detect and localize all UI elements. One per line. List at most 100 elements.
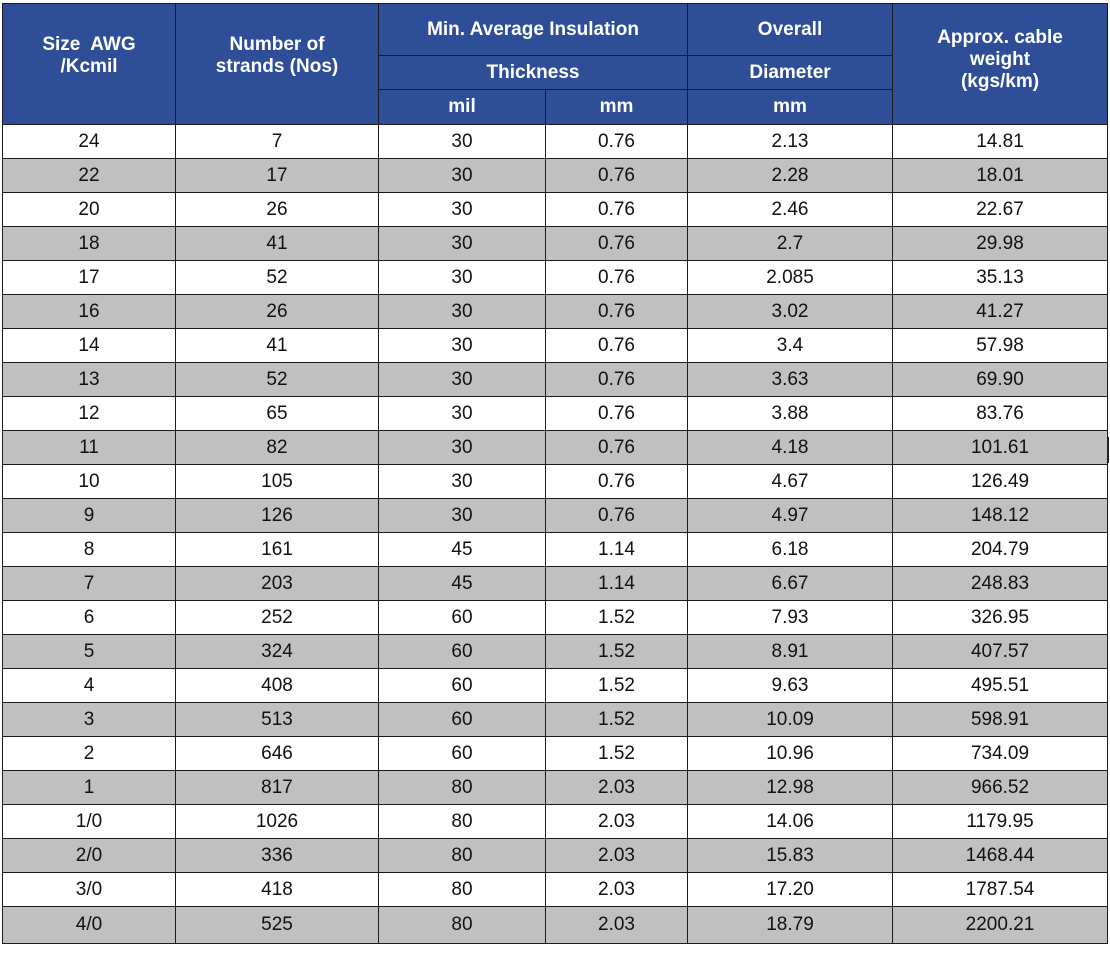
table-row: 20 26 30 0.76 2.46 22.67	[2, 192, 1109, 227]
cell-strands: 324	[175, 634, 379, 669]
table-row: 10 105 30 0.76 4.67 126.49	[2, 464, 1109, 499]
cell-weight: 148.12	[892, 498, 1109, 533]
table-row: 14 41 30 0.76 3.4 57.98	[2, 328, 1109, 363]
cell-size: 4	[2, 668, 176, 703]
table-row: 2/0 336 80 2.03 15.83 1468.44	[2, 838, 1109, 873]
cell-diameter: 2.13	[687, 124, 894, 159]
cell-thickness-mil: 60	[378, 634, 546, 669]
cell-strands: 126	[175, 498, 379, 533]
cell-thickness-mm: 2.03	[544, 804, 689, 839]
header-thickness: Thickness	[377, 55, 689, 90]
table-row: 5 324 60 1.52 8.91 407.57	[2, 634, 1109, 669]
cell-thickness-mm: 0.76	[544, 260, 689, 295]
header-size-line1: Size AWG	[42, 34, 136, 55]
cell-weight: 29.98	[892, 226, 1109, 261]
table-row: 1/0 1026 80 2.03 14.06 1179.95	[2, 804, 1109, 839]
cell-size: 17	[2, 260, 176, 295]
cell-thickness-mil: 30	[378, 294, 546, 329]
cell-thickness-mm: 0.76	[544, 192, 689, 227]
cell-diameter: 9.63	[687, 668, 894, 703]
cell-thickness-mil: 30	[378, 430, 546, 465]
window-edge-marker	[1107, 437, 1109, 463]
cell-weight: 22.67	[892, 192, 1109, 227]
cell-strands: 525	[175, 906, 379, 944]
cell-diameter: 17.20	[687, 872, 894, 907]
cell-thickness-mil: 80	[378, 838, 546, 873]
cell-weight: 101.61	[892, 430, 1109, 465]
table-row: 12 65 30 0.76 3.88 83.76	[2, 396, 1109, 431]
cell-size: 2/0	[2, 838, 176, 873]
cell-strands: 408	[175, 668, 379, 703]
cell-strands: 203	[175, 566, 379, 601]
cell-diameter: 8.91	[687, 634, 894, 669]
header-strands: Number of strands (Nos)	[175, 3, 379, 125]
cell-thickness-mm: 1.52	[544, 600, 689, 635]
header-diameter: Diameter	[687, 55, 894, 90]
cell-thickness-mil: 60	[378, 668, 546, 703]
cell-weight: 2200.21	[892, 906, 1109, 944]
cell-weight: 57.98	[892, 328, 1109, 363]
cell-strands: 513	[175, 702, 379, 737]
table-row: 3 513 60 1.52 10.09 598.91	[2, 702, 1109, 737]
header-diameter-unit: mm	[687, 89, 894, 125]
cell-thickness-mm: 0.76	[544, 226, 689, 261]
cell-strands: 7	[175, 124, 379, 159]
cell-weight: 204.79	[892, 532, 1109, 567]
cell-diameter: 3.63	[687, 362, 894, 397]
cell-strands: 82	[175, 430, 379, 465]
table-row: 17 52 30 0.76 2.085 35.13	[2, 260, 1109, 295]
header-size-line2: /Kcmil	[60, 56, 118, 77]
cell-weight: 126.49	[892, 464, 1109, 499]
cell-strands: 17	[175, 158, 379, 193]
cell-size: 18	[2, 226, 176, 261]
cell-thickness-mm: 2.03	[544, 838, 689, 873]
table-row: 9 126 30 0.76 4.97 148.12	[2, 498, 1109, 533]
cell-weight: 83.76	[892, 396, 1109, 431]
cell-diameter: 3.4	[687, 328, 894, 363]
table-row: 11 82 30 0.76 4.18 101.61	[2, 430, 1109, 465]
table-row: 16 26 30 0.76 3.02 41.27	[2, 294, 1109, 329]
cell-size: 20	[2, 192, 176, 227]
cell-thickness-mm: 1.14	[544, 566, 689, 601]
cell-strands: 52	[175, 362, 379, 397]
table-row: 7 203 45 1.14 6.67 248.83	[2, 566, 1109, 601]
cell-thickness-mm: 2.03	[544, 872, 689, 907]
cell-diameter: 2.085	[687, 260, 894, 295]
cell-thickness-mil: 30	[378, 124, 546, 159]
cell-thickness-mil: 60	[378, 702, 546, 737]
cell-size: 1/0	[2, 804, 176, 839]
cell-size: 16	[2, 294, 176, 329]
cell-weight: 1179.95	[892, 804, 1109, 839]
header-weight-line3: (kgs/km)	[960, 71, 1040, 92]
cell-size: 24	[2, 124, 176, 159]
cell-diameter: 2.7	[687, 226, 894, 261]
cell-thickness-mm: 1.52	[544, 736, 689, 771]
header-unit-mm: mm	[544, 89, 689, 125]
header-overall: Overall	[687, 3, 894, 56]
cell-thickness-mm: 0.76	[544, 124, 689, 159]
cell-strands: 161	[175, 532, 379, 567]
cell-weight: 1468.44	[892, 838, 1109, 873]
cell-size: 3/0	[2, 872, 176, 907]
cell-thickness-mm: 0.76	[544, 464, 689, 499]
cell-weight: 407.57	[892, 634, 1109, 669]
cell-thickness-mil: 30	[378, 464, 546, 499]
cell-thickness-mil: 80	[378, 906, 546, 944]
cell-weight: 598.91	[892, 702, 1109, 737]
table-row: 4 408 60 1.52 9.63 495.51	[2, 668, 1109, 703]
header-weight: Approx. cable weight (kgs/km)	[892, 3, 1109, 125]
cell-size: 12	[2, 396, 176, 431]
cell-thickness-mm: 0.76	[544, 328, 689, 363]
cell-diameter: 18.79	[687, 906, 894, 944]
cell-diameter: 2.46	[687, 192, 894, 227]
cell-weight: 35.13	[892, 260, 1109, 295]
cell-weight: 69.90	[892, 362, 1109, 397]
cell-thickness-mm: 1.52	[544, 702, 689, 737]
cell-diameter: 6.18	[687, 532, 894, 567]
cell-diameter: 10.96	[687, 736, 894, 771]
header-size: Size AWG /Kcmil	[2, 3, 176, 125]
header-unit-mil: mil	[378, 89, 546, 125]
table-row: 4/0 525 80 2.03 18.79 2200.21	[2, 906, 1109, 944]
cell-thickness-mm: 0.76	[544, 294, 689, 329]
table-row: 18 41 30 0.76 2.7 29.98	[2, 226, 1109, 261]
